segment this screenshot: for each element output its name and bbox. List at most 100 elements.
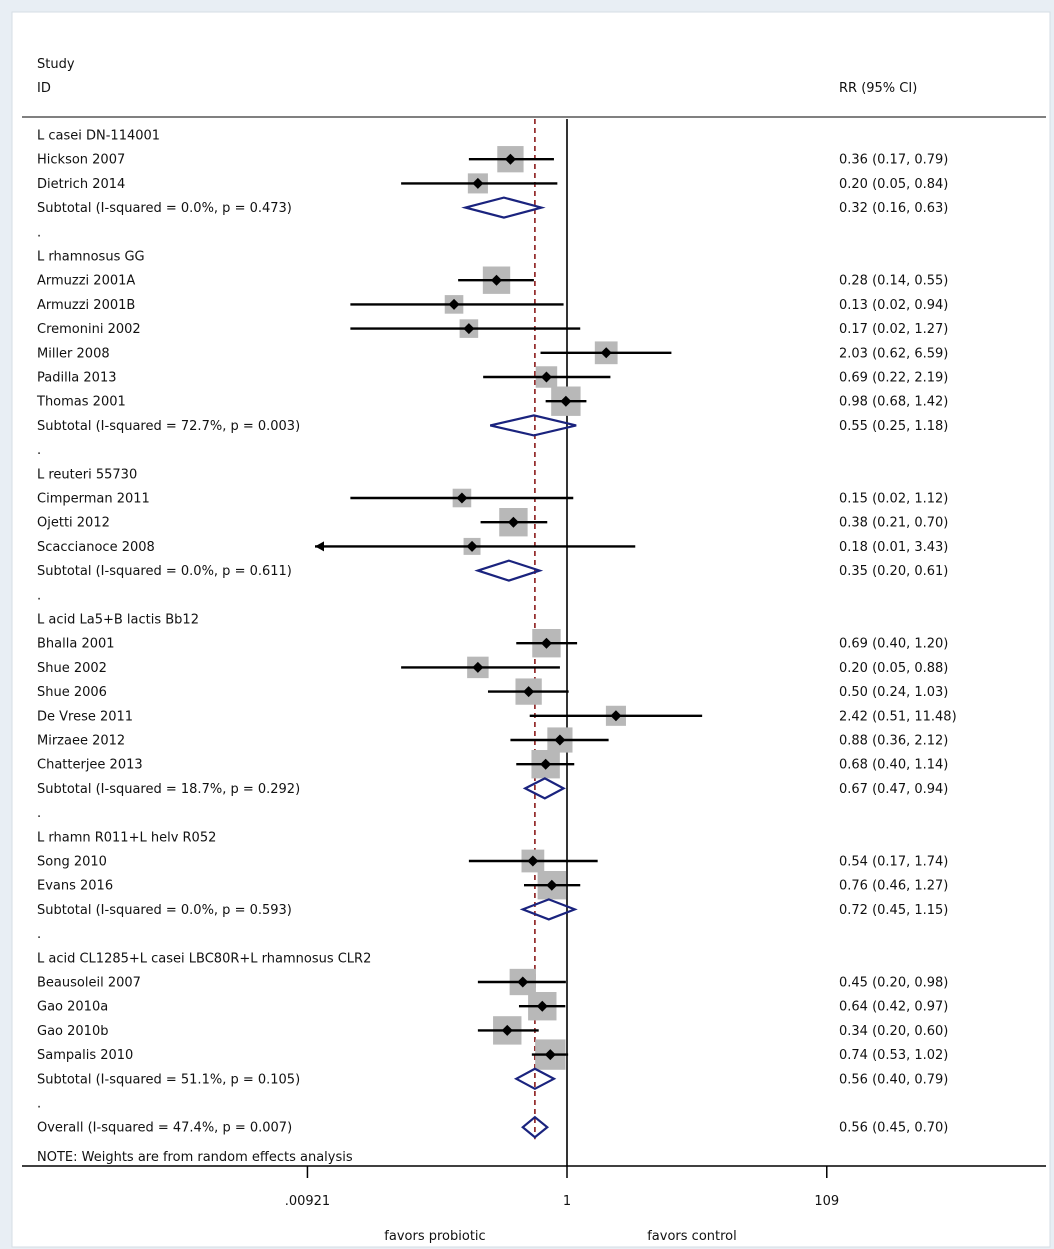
- study-label: Beausoleil 2007: [37, 976, 141, 991]
- point-estimate: [536, 1000, 548, 1012]
- study-label: Gao 2010b: [37, 1024, 108, 1039]
- point-estimate: [504, 153, 516, 165]
- point-estimate: [544, 1049, 556, 1061]
- study-label: Armuzzi 2001B: [37, 298, 135, 313]
- study-rr-value: 0.88 (0.36, 2.12): [839, 734, 948, 749]
- study-rr-value: 0.20 (0.05, 0.84): [839, 177, 948, 192]
- study-label: Shue 2002: [37, 661, 107, 676]
- subtotal-diamond: [513, 1067, 557, 1091]
- subtotal-diamond: [519, 898, 578, 921]
- point-estimate: [610, 710, 622, 722]
- subtotal-rr-value: 0.35 (0.20, 0.61): [839, 564, 948, 579]
- group-label: L reuteri 55730: [37, 467, 137, 482]
- group-separator: .: [37, 927, 41, 942]
- point-estimate: [540, 637, 552, 649]
- favors-probiotic-label: favors probiotic: [384, 1229, 485, 1244]
- subtotal-rr-value: 0.32 (0.16, 0.63): [839, 201, 948, 216]
- header-study: Study: [37, 57, 75, 72]
- study-label: Sampalis 2010: [37, 1048, 133, 1063]
- study-rr-value: 2.42 (0.51, 11.48): [839, 709, 957, 724]
- point-estimate: [560, 395, 572, 407]
- study-rr-value: 0.13 (0.02, 0.94): [839, 298, 948, 313]
- study-label: Evans 2016: [37, 879, 113, 894]
- weights-note: NOTE: Weights are from random effects an…: [37, 1150, 353, 1165]
- subtotal-label: Subtotal (I-squared = 72.7%, p = 0.003): [37, 419, 300, 434]
- row-labels: L casei DN-114001 Hickson 2007 Dietrich 20…: [36, 129, 371, 1136]
- point-estimate: [554, 734, 566, 746]
- study-label: Mirzaee 2012: [37, 734, 125, 749]
- point-estimate: [448, 298, 460, 310]
- study-label: Hickson 2007: [37, 153, 125, 168]
- subtotal-diamond: [461, 196, 546, 219]
- study-label: Song 2010: [37, 855, 107, 870]
- study-label: Chatterjee 2013: [37, 758, 143, 773]
- subtotal-rr-value: 0.72 (0.45, 1.15): [839, 903, 948, 918]
- study-rr-value: 0.15 (0.02, 1.12): [839, 492, 948, 507]
- study-rr-value: 0.64 (0.42, 0.97): [839, 1000, 948, 1015]
- x-axis-ticks: .00921 1 109: [285, 1166, 839, 1209]
- group-separator: .: [37, 588, 41, 603]
- subtotal-diamond: [474, 559, 544, 582]
- point-estimate: [600, 347, 612, 359]
- study-label: Miller 2008: [37, 346, 110, 361]
- study-rr-value: 0.18 (0.01, 3.43): [839, 540, 948, 555]
- study-label: Cimperman 2011: [37, 492, 150, 507]
- header-effect: RR (95% CI): [839, 81, 917, 96]
- row-values: 0.36 (0.17, 0.79) 0.20 (0.05, 0.84) 0.32 (…: [839, 153, 957, 1136]
- point-estimate: [523, 686, 535, 698]
- point-estimate: [463, 323, 475, 335]
- group-label: L acid La5+B lactis Bb12: [37, 613, 199, 628]
- point-estimate: [456, 492, 468, 504]
- point-estimate: [472, 661, 484, 673]
- subtotal-label: Subtotal (I-squared = 18.7%, p = 0.292): [37, 782, 300, 797]
- group-label: L acid CL1285+L casei LBC80R+L rhamnosus…: [37, 951, 371, 966]
- point-estimate: [540, 371, 552, 383]
- study-rr-value: 0.74 (0.53, 1.02): [839, 1048, 948, 1063]
- study-rr-value: 0.50 (0.24, 1.03): [839, 685, 948, 700]
- study-rr-value: 2.03 (0.62, 6.59): [839, 346, 948, 361]
- group-separator: .: [37, 443, 41, 458]
- subtotal-label: Subtotal (I-squared = 0.0%, p = 0.473): [37, 201, 292, 216]
- study-label: Thomas 2001: [36, 395, 126, 410]
- study-label: De Vrese 2011: [37, 709, 133, 724]
- study-rr-value: 0.98 (0.68, 1.42): [839, 395, 948, 410]
- study-label: Padilla 2013: [37, 371, 117, 386]
- study-label: Ojetti 2012: [37, 516, 110, 531]
- study-label: Dietrich 2014: [37, 177, 125, 192]
- point-estimate: [517, 976, 529, 988]
- x-tick-label: 1: [563, 1194, 571, 1209]
- overall-diamond: [521, 1115, 549, 1139]
- study-rr-value: 0.28 (0.14, 0.55): [839, 274, 948, 289]
- group-label: L rhamnosus GG: [37, 250, 145, 265]
- point-estimate: [546, 879, 558, 891]
- study-label: Armuzzi 2001A: [37, 274, 135, 289]
- overall-rr-value: 0.56 (0.45, 0.70): [839, 1121, 948, 1136]
- study-rr-value: 0.76 (0.46, 1.27): [839, 879, 948, 894]
- study-rr-value: 0.36 (0.17, 0.79): [839, 153, 948, 168]
- ci-arrow-left: [315, 541, 324, 552]
- study-label: Gao 2010a: [37, 1000, 108, 1015]
- subtotal-label: Subtotal (I-squared = 51.1%, p = 0.105): [37, 1072, 300, 1087]
- point-estimate: [491, 274, 503, 286]
- group-label: L rhamn R011+L helv R052: [37, 830, 216, 845]
- plot-marks: [315, 119, 703, 1166]
- subtotal-diamond: [522, 777, 566, 800]
- subtotal-rr-value: 0.56 (0.40, 0.79): [839, 1072, 948, 1087]
- study-rr-value: 0.38 (0.21, 0.70): [839, 516, 948, 531]
- x-tick-label: .00921: [285, 1194, 331, 1209]
- plot-background: [11, 11, 1051, 1248]
- subtotal-label: Subtotal (I-squared = 0.0%, p = 0.611): [37, 564, 292, 579]
- study-label: Scaccianoce 2008: [37, 540, 155, 555]
- study-rr-value: 0.17 (0.02, 1.27): [839, 322, 948, 337]
- point-estimate: [540, 758, 552, 770]
- point-estimate: [527, 855, 539, 867]
- study-rr-value: 0.54 (0.17, 1.74): [839, 855, 948, 870]
- study-label: Shue 2006: [37, 685, 107, 700]
- study-rr-value: 0.20 (0.05, 0.88): [839, 661, 948, 676]
- study-label: Bhalla 2001: [37, 637, 115, 652]
- study-label: Cremonini 2002: [37, 322, 141, 337]
- subtotal-label: Subtotal (I-squared = 0.0%, p = 0.593): [37, 903, 292, 918]
- group-separator: .: [37, 1097, 41, 1112]
- point-estimate: [507, 516, 519, 528]
- header-id: ID: [37, 81, 51, 96]
